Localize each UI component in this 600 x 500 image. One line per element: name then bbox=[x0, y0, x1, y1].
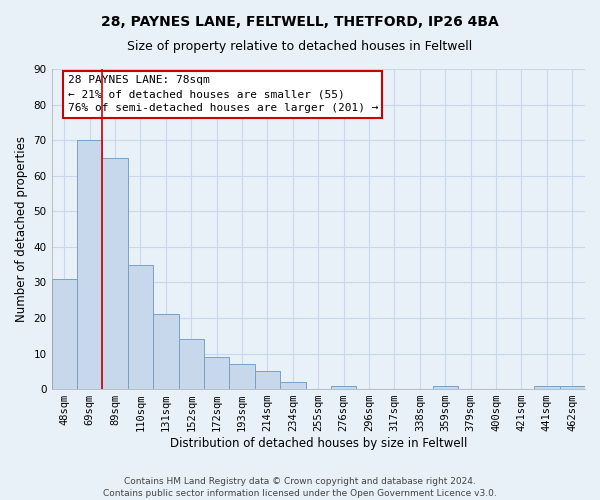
Bar bbox=[128, 264, 153, 389]
Bar bbox=[255, 372, 280, 389]
Bar bbox=[103, 158, 128, 389]
Text: 28 PAYNES LANE: 78sqm
← 21% of detached houses are smaller (55)
76% of semi-deta: 28 PAYNES LANE: 78sqm ← 21% of detached … bbox=[68, 76, 378, 114]
Y-axis label: Number of detached properties: Number of detached properties bbox=[15, 136, 28, 322]
X-axis label: Distribution of detached houses by size in Feltwell: Distribution of detached houses by size … bbox=[170, 437, 467, 450]
Text: Contains HM Land Registry data © Crown copyright and database right 2024.
Contai: Contains HM Land Registry data © Crown c… bbox=[103, 476, 497, 498]
Bar bbox=[229, 364, 255, 389]
Text: Size of property relative to detached houses in Feltwell: Size of property relative to detached ho… bbox=[127, 40, 473, 53]
Bar bbox=[560, 386, 585, 389]
Bar bbox=[280, 382, 305, 389]
Text: 28, PAYNES LANE, FELTWELL, THETFORD, IP26 4BA: 28, PAYNES LANE, FELTWELL, THETFORD, IP2… bbox=[101, 15, 499, 29]
Bar bbox=[534, 386, 560, 389]
Bar bbox=[204, 357, 229, 389]
Bar bbox=[77, 140, 103, 389]
Bar bbox=[433, 386, 458, 389]
Bar bbox=[153, 314, 179, 389]
Bar bbox=[331, 386, 356, 389]
Bar bbox=[179, 340, 204, 389]
Bar bbox=[52, 279, 77, 389]
